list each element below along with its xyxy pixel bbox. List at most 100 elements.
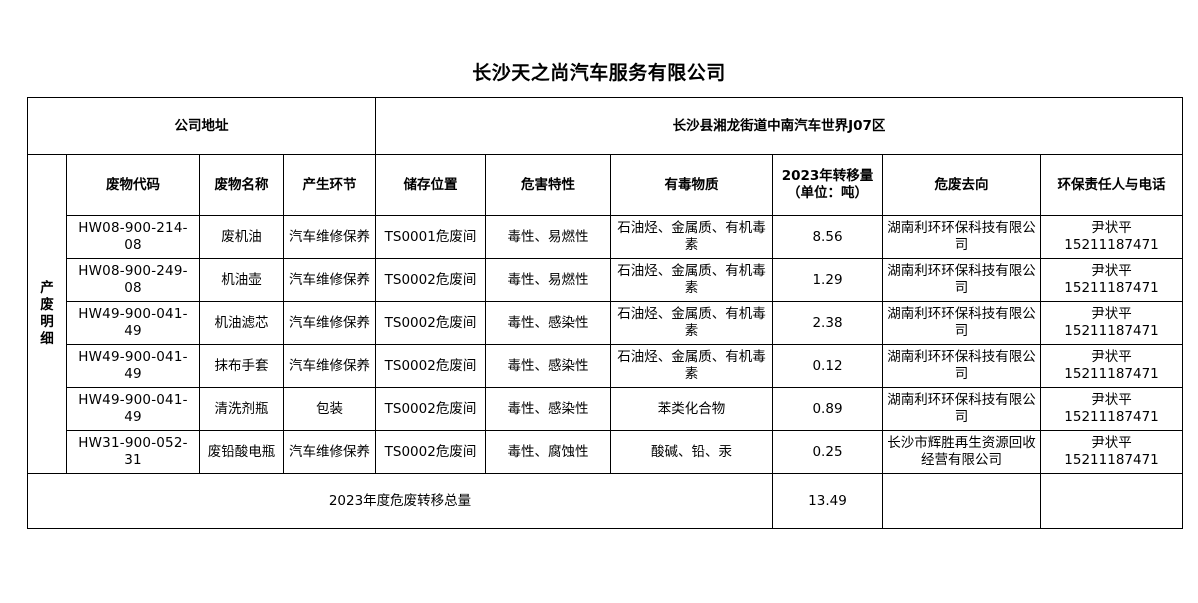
contact-name: 尹状平 — [1091, 220, 1132, 237]
cell-storage: TS0002危废间 — [375, 430, 486, 474]
column-header-amount-line1: 2023年转移量 — [781, 168, 874, 185]
cell-hazard: 毒性、感染性 — [485, 301, 611, 345]
cell-stage: 包装 — [283, 387, 376, 431]
column-header-contact: 环保责任人与电话 — [1039, 154, 1184, 216]
section-label-char-1: 产 — [40, 280, 54, 297]
column-header-name: 废物名称 — [199, 154, 284, 216]
cell-code: HW08-900-249-08 — [66, 258, 200, 302]
section-label-char-3: 明 — [40, 314, 54, 330]
total-contact-empty — [1039, 473, 1184, 529]
cell-storage: TS0001危废间 — [375, 215, 486, 259]
cell-hazard: 毒性、易燃性 — [485, 258, 611, 302]
cell-hazard: 毒性、腐蚀性 — [485, 430, 611, 474]
cell-toxic: 石油烃、金属质、有机毒素 — [610, 344, 773, 388]
cell-hazard: 毒性、感染性 — [485, 344, 611, 388]
cell-storage: TS0002危废间 — [375, 387, 486, 431]
column-header-code: 废物代码 — [66, 154, 200, 216]
total-value: 13.49 — [772, 473, 883, 529]
column-header-stage: 产生环节 — [283, 154, 376, 216]
cell-toxic: 石油烃、金属质、有机毒素 — [610, 258, 773, 302]
cell-amount: 0.25 — [772, 430, 883, 474]
cell-destination: 湖南利环环保科技有限公司 — [882, 387, 1041, 431]
cell-name: 清洗剂瓶 — [199, 387, 284, 431]
cell-amount: 0.12 — [772, 344, 883, 388]
cell-destination: 长沙市辉胜再生资源回收经营有限公司 — [882, 430, 1041, 474]
cell-storage: TS0002危废间 — [375, 258, 486, 302]
contact-name: 尹状平 — [1091, 435, 1132, 452]
cell-destination: 湖南利环环保科技有限公司 — [882, 344, 1041, 388]
contact-phone: 15211187471 — [1064, 237, 1159, 253]
cell-toxic: 石油烃、金属质、有机毒素 — [610, 301, 773, 345]
address-row: 公司地址 长沙县湘龙街道中南汽车世界J07区 — [27, 97, 1184, 155]
contact-name: 尹状平 — [1091, 392, 1132, 409]
column-header-destination: 危废去向 — [882, 154, 1041, 216]
cell-stage: 汽车维修保养 — [283, 301, 376, 345]
contact-phone: 15211187471 — [1064, 409, 1159, 425]
cell-storage: TS0002危废间 — [375, 344, 486, 388]
cell-stage: 汽车维修保养 — [283, 258, 376, 302]
address-label: 公司地址 — [27, 97, 376, 155]
hazardous-waste-table: 公司地址 长沙县湘龙街道中南汽车世界J07区 产 废 明 细 废物代码 废物名称… — [27, 97, 1184, 529]
cell-contact: 尹状平 15211187471 — [1039, 430, 1184, 474]
column-header-amount: 2023年转移量 （单位：吨） — [772, 154, 883, 216]
cell-stage: 汽车维修保养 — [283, 344, 376, 388]
contact-phone: 15211187471 — [1064, 323, 1159, 339]
cell-contact: 尹状平 15211187471 — [1039, 258, 1184, 302]
cell-name: 机油滤芯 — [199, 301, 284, 345]
section-label-vertical: 产 废 明 细 — [27, 154, 67, 474]
contact-phone: 15211187471 — [1064, 366, 1159, 382]
cell-toxic: 苯类化合物 — [610, 387, 773, 431]
column-header-toxic: 有毒物质 — [610, 154, 773, 216]
cell-stage: 汽车维修保养 — [283, 215, 376, 259]
table-row: HW08-900-214-08 废机油 汽车维修保养 TS0001危废间 毒性、… — [28, 215, 1184, 259]
cell-name: 废铅酸电瓶 — [199, 430, 284, 474]
column-header-amount-line2: （单位：吨） — [787, 185, 868, 201]
contact-name: 尹状平 — [1091, 349, 1132, 366]
table-row: HW31-900-052-31 废铅酸电瓶 汽车维修保养 TS0002危废间 毒… — [28, 430, 1184, 474]
cell-name: 抹布手套 — [199, 344, 284, 388]
contact-phone: 15211187471 — [1064, 452, 1159, 468]
section-label-char-4: 细 — [40, 330, 54, 347]
cell-toxic: 石油烃、金属质、有机毒素 — [610, 215, 773, 259]
column-header-storage: 储存位置 — [375, 154, 486, 216]
cell-code: HW49-900-041-49 — [66, 387, 200, 431]
cell-storage: TS0002危废间 — [375, 301, 486, 345]
cell-hazard: 毒性、易燃性 — [485, 215, 611, 259]
column-header-hazard: 危害特性 — [485, 154, 611, 216]
table-row: HW08-900-249-08 机油壶 汽车维修保养 TS0002危废间 毒性、… — [28, 258, 1184, 302]
cell-contact: 尹状平 15211187471 — [1039, 387, 1184, 431]
table-row: HW49-900-041-49 清洗剂瓶 包装 TS0002危废间 毒性、感染性… — [28, 387, 1184, 431]
cell-toxic: 酸碱、铅、汞 — [610, 430, 773, 474]
cell-code: HW31-900-052-31 — [66, 430, 200, 474]
cell-contact: 尹状平 15211187471 — [1039, 215, 1184, 259]
cell-name: 机油壶 — [199, 258, 284, 302]
cell-destination: 湖南利环环保科技有限公司 — [882, 215, 1041, 259]
cell-amount: 0.89 — [772, 387, 883, 431]
cell-destination: 湖南利环环保科技有限公司 — [882, 301, 1041, 345]
cell-name: 废机油 — [199, 215, 284, 259]
cell-contact: 尹状平 15211187471 — [1039, 344, 1184, 388]
cell-stage: 汽车维修保养 — [283, 430, 376, 474]
total-destination-empty — [882, 473, 1041, 529]
cell-hazard: 毒性、感染性 — [485, 387, 611, 431]
address-value: 长沙县湘龙街道中南汽车世界J07区 — [374, 97, 1184, 155]
cell-amount: 1.29 — [772, 258, 883, 302]
table-row: HW49-900-041-49 机油滤芯 汽车维修保养 TS0002危废间 毒性… — [28, 301, 1184, 345]
contact-phone: 15211187471 — [1064, 280, 1159, 296]
cell-code: HW49-900-041-49 — [66, 344, 200, 388]
cell-amount: 2.38 — [772, 301, 883, 345]
section-label-char-2: 废 — [40, 297, 54, 314]
cell-destination: 湖南利环环保科技有限公司 — [882, 258, 1041, 302]
table-row: HW49-900-041-49 抹布手套 汽车维修保养 TS0002危废间 毒性… — [28, 344, 1184, 388]
column-header-row: 产 废 明 细 废物代码 废物名称 产生环节 储存位置 危害特性 有毒物质 20… — [27, 154, 1184, 474]
cell-code: HW08-900-214-08 — [66, 215, 200, 259]
total-label: 2023年度危废转移总量 — [27, 473, 773, 529]
contact-name: 尹状平 — [1091, 263, 1132, 280]
cell-amount: 8.56 — [772, 215, 883, 259]
contact-name: 尹状平 — [1091, 306, 1132, 323]
page-title: 长沙天之尚汽车服务有限公司 — [472, 62, 726, 84]
total-row: 2023年度危废转移总量 13.49 — [27, 473, 1184, 529]
cell-code: HW49-900-041-49 — [66, 301, 200, 345]
cell-contact: 尹状平 15211187471 — [1039, 301, 1184, 345]
